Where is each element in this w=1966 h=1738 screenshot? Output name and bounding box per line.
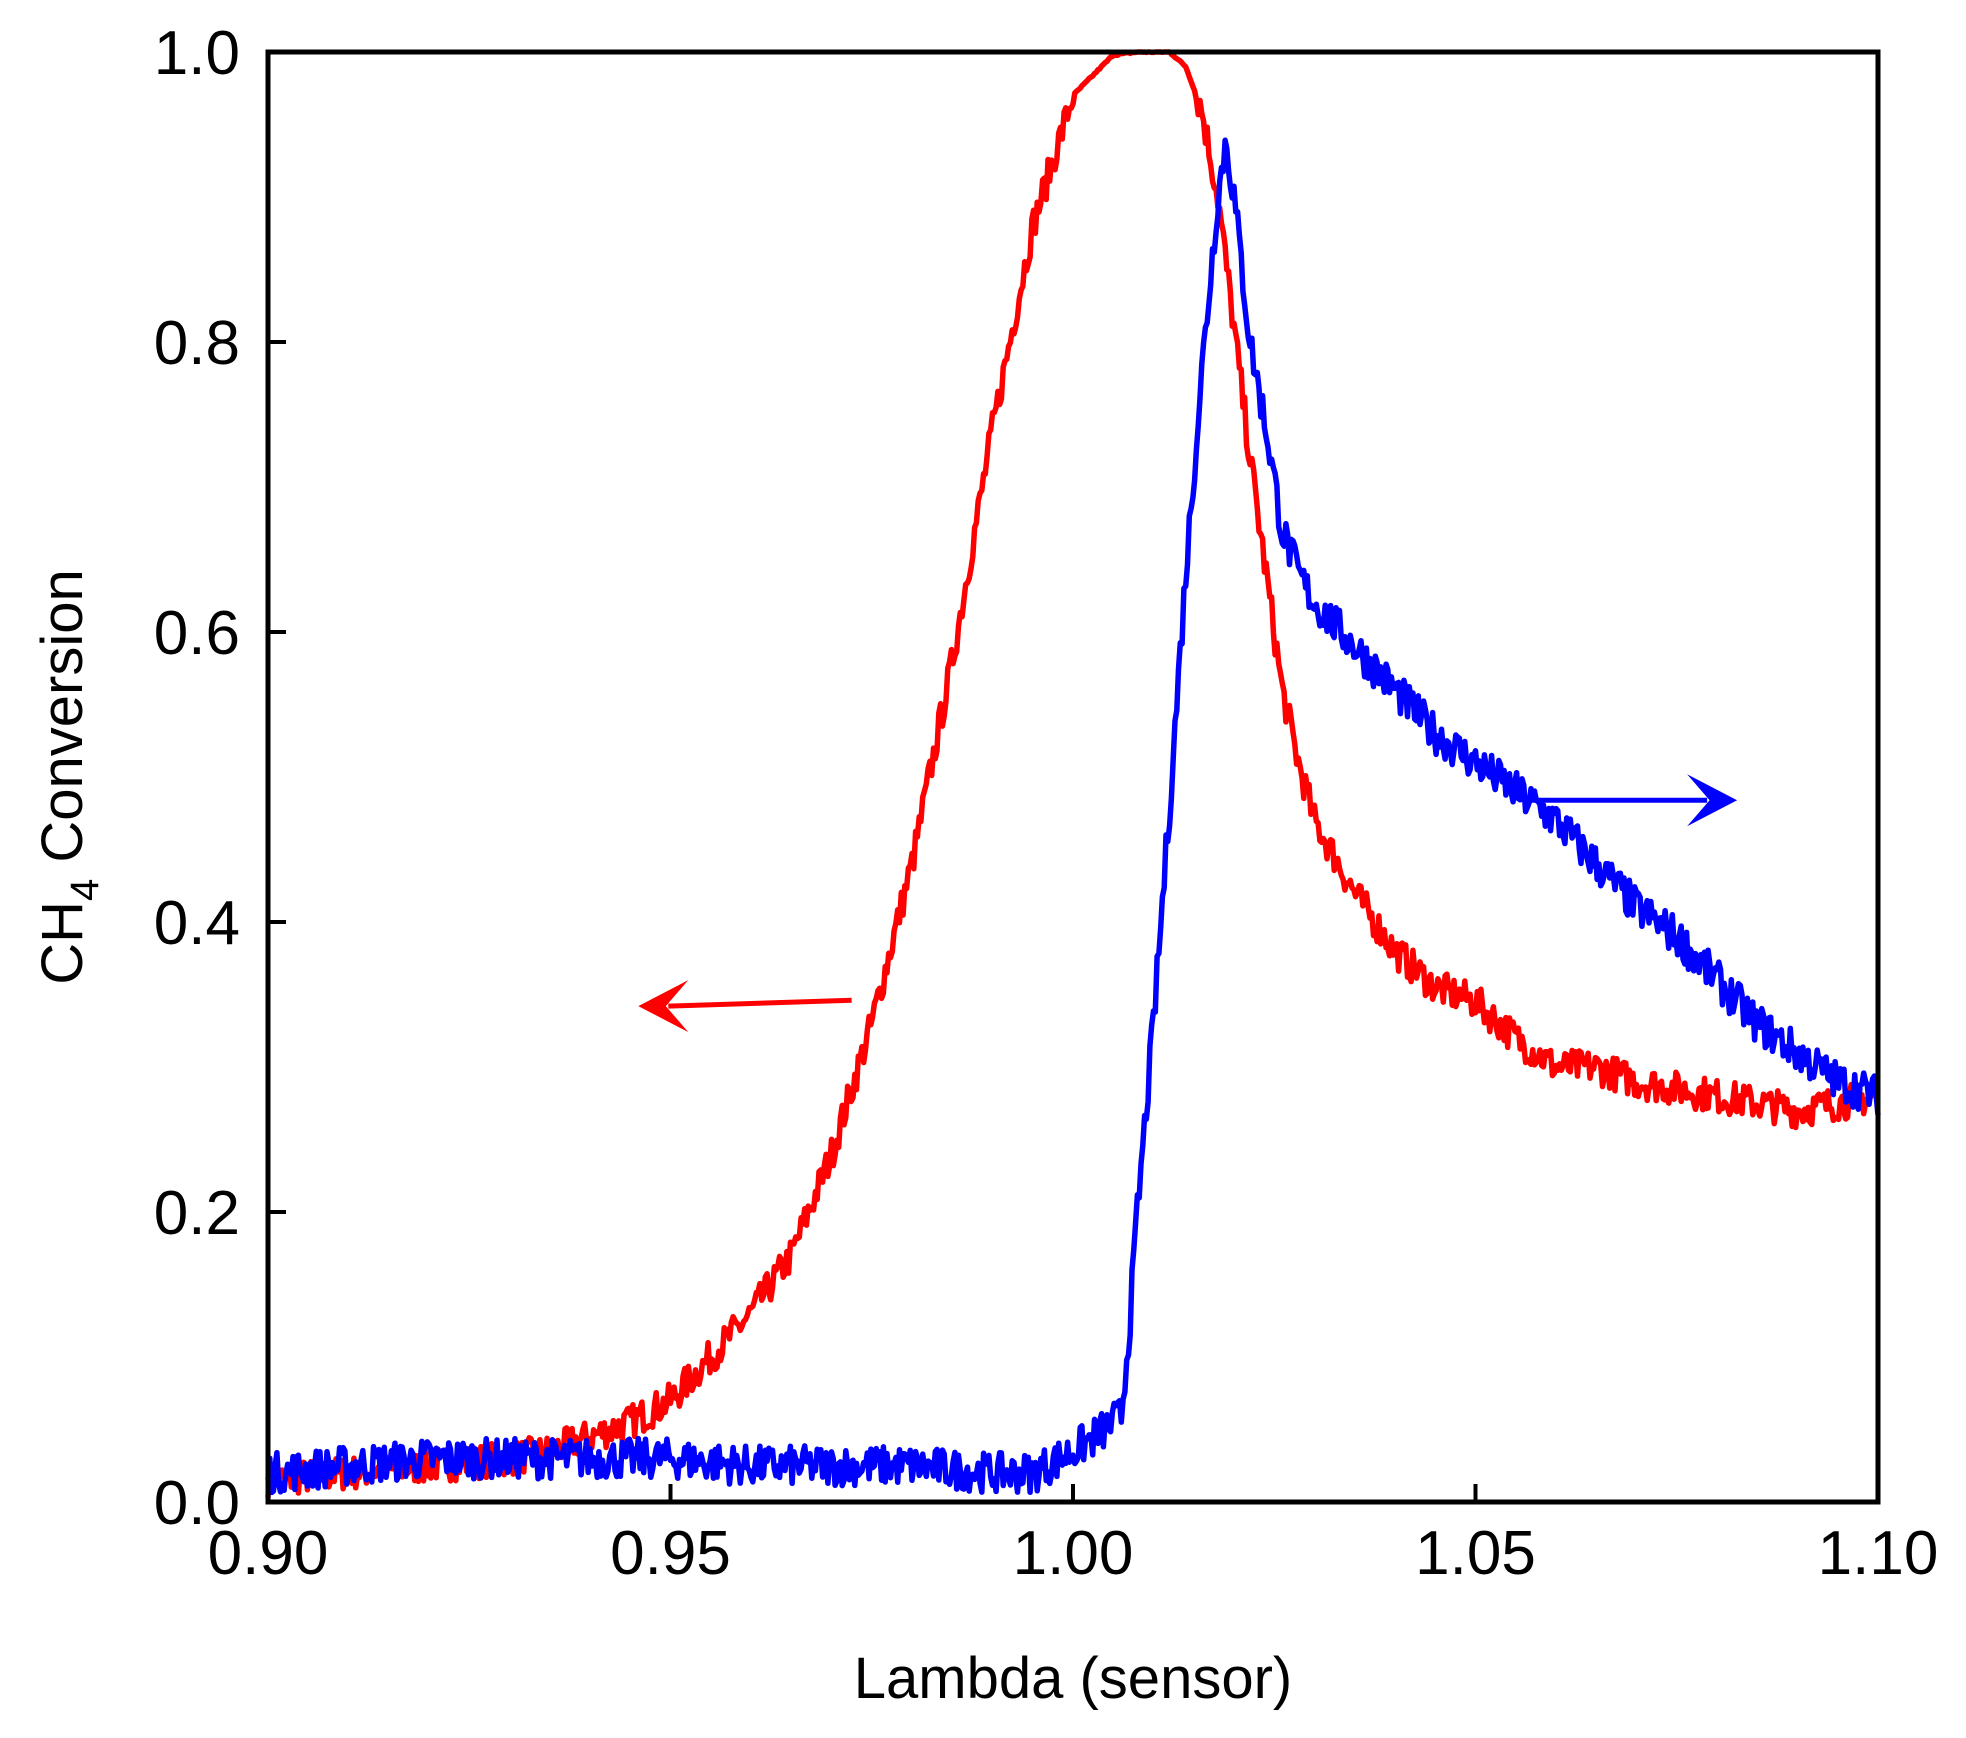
y-tick-label: 0.8 bbox=[154, 309, 240, 378]
series-layer bbox=[265, 49, 1881, 1498]
x-tick-label: 1.05 bbox=[1415, 1519, 1536, 1588]
red-left-arrow-head bbox=[638, 980, 689, 1033]
x-tick-label: 0.95 bbox=[610, 1519, 731, 1588]
x-axis: 0.90 0.95 1.00 1.05 1.10 bbox=[208, 1484, 1939, 1588]
red-left-arrow-shaft bbox=[668, 997, 852, 1009]
y-axis-title-subscript: 4 bbox=[63, 879, 107, 901]
y-tick-label: 0.2 bbox=[154, 1179, 240, 1248]
blue-right-arrow bbox=[1527, 774, 1738, 827]
y-tick-label: 0.4 bbox=[154, 889, 240, 958]
y-tick-label: 0.6 bbox=[154, 599, 240, 668]
y-axis-title: CH4 Conversion bbox=[30, 569, 107, 985]
y-axis: 0.0 0.2 0.4 0.6 0.8 1.0 bbox=[154, 19, 286, 1538]
red-series-line bbox=[265, 49, 1881, 1498]
annotation-layer bbox=[638, 774, 1738, 1033]
y-axis-title-main: CH bbox=[30, 901, 95, 985]
blue-right-arrow-head bbox=[1687, 774, 1738, 827]
x-tick-label: 1.10 bbox=[1818, 1519, 1939, 1588]
y-axis-title-rest: Conversion bbox=[30, 569, 95, 878]
x-tick-label: 0.90 bbox=[208, 1519, 329, 1588]
y-tick-label: 0.0 bbox=[154, 1469, 240, 1538]
x-axis-title: Lambda (sensor) bbox=[854, 1646, 1292, 1711]
red-left-arrow bbox=[638, 980, 852, 1033]
blue-series-line bbox=[265, 137, 1881, 1496]
x-tick-label: 1.00 bbox=[1013, 1519, 1134, 1588]
y-tick-label: 1.0 bbox=[154, 19, 240, 88]
plot-frame bbox=[265, 49, 1881, 1505]
